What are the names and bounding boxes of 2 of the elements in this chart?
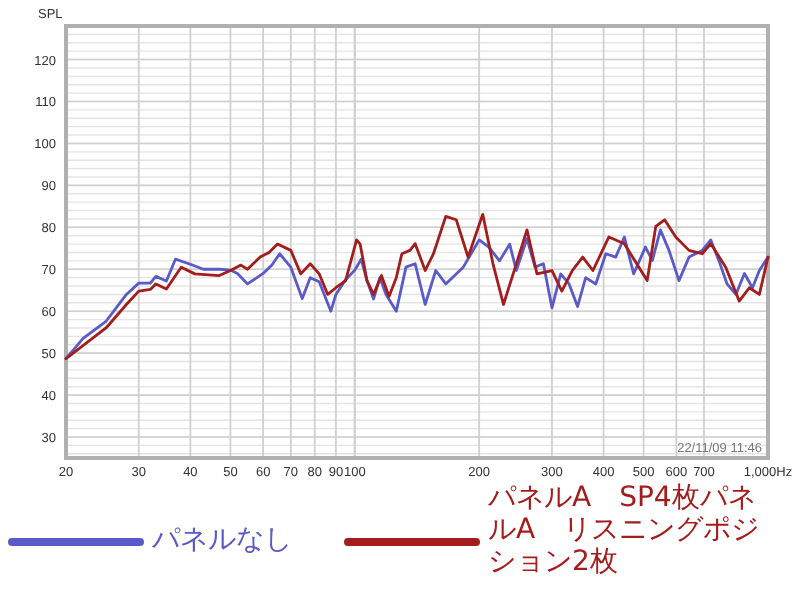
legend-label: パネルA SP4枚パネルA リスニングポジション2枚 — [488, 482, 760, 578]
legend-label: パネルなし — [152, 524, 294, 556]
